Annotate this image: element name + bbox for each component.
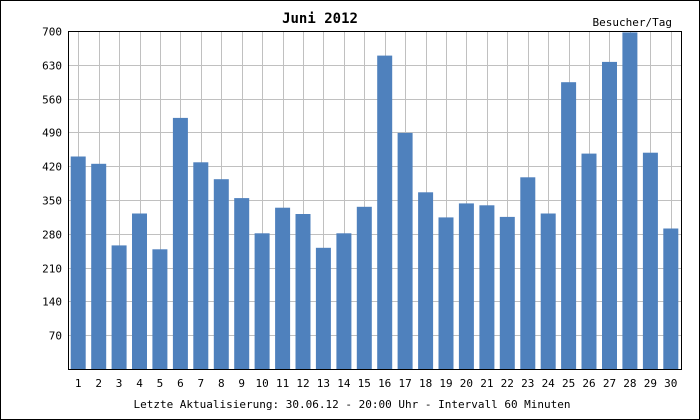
x-tick-label: 11 [276, 377, 289, 390]
bar-day-24 [540, 213, 556, 369]
x-tick-label: 5 [157, 377, 164, 390]
x-tick-label: 30 [664, 377, 677, 390]
y-axis-unit-label: Besucher/Tag [593, 16, 672, 29]
y-tick-label: 630 [42, 60, 62, 73]
x-tick-label: 12 [296, 377, 309, 390]
x-tick-label: 26 [582, 377, 595, 390]
x-tick-label: 7 [197, 377, 204, 390]
y-tick-label: 70 [49, 330, 62, 343]
x-tick-label: 13 [317, 377, 330, 390]
bar-day-23 [520, 177, 536, 369]
x-tick-label: 23 [521, 377, 534, 390]
y-tick-label: 350 [42, 195, 62, 208]
bar-day-20 [458, 203, 474, 369]
y-tick-label: 210 [42, 263, 62, 276]
bar-day-25 [561, 82, 577, 369]
bar-day-4 [132, 213, 147, 369]
bar-day-6 [172, 117, 188, 370]
x-tick-labels: 1 2 3 4 5 6 7 8 9 10 11 12 13 14 15 16 17 18 19 20 21 22 23 24 2… [75, 377, 678, 390]
bar-day-5 [152, 249, 168, 369]
x-tick-label: 10 [255, 377, 268, 390]
bar-day-2 [91, 163, 107, 369]
bar-day-27 [602, 61, 617, 370]
bar-day-26 [581, 153, 597, 369]
chart-title: Juni 2012 [282, 11, 358, 27]
bar-day-9 [234, 198, 250, 369]
y-tick-label: 140 [42, 296, 62, 309]
x-tick-label: 29 [644, 377, 657, 390]
x-tick-label: 8 [218, 377, 225, 390]
bar-day-17 [397, 132, 413, 369]
x-tick-label: 25 [562, 377, 575, 390]
x-tick-label: 19 [439, 377, 452, 390]
y-tick-label: 280 [42, 229, 62, 242]
bar-day-7 [193, 162, 209, 369]
y-tick-label: 490 [42, 127, 62, 140]
x-tick-label: 20 [460, 377, 473, 390]
x-tick-label: 2 [95, 377, 102, 390]
x-tick-label: 4 [136, 377, 143, 390]
bar-day-15 [356, 206, 372, 369]
x-tick-label: 18 [419, 377, 432, 390]
x-tick-label: 6 [177, 377, 184, 390]
x-tick-label: 3 [116, 377, 123, 390]
y-tick-labels: 70 140 210 280 350 420 490 560 630 700 [42, 26, 62, 343]
bar-day-12 [295, 214, 311, 369]
bar-day-19 [438, 217, 454, 369]
grid-lines [68, 31, 681, 369]
x-tick-label: 28 [623, 377, 636, 390]
x-tick-label: 14 [337, 377, 351, 390]
y-tick-label: 700 [42, 26, 62, 39]
x-tick-label: 15 [358, 377, 371, 390]
x-tick-label: 16 [378, 377, 391, 390]
bar-day-13 [315, 247, 331, 369]
bars [70, 32, 679, 370]
bar-day-11 [275, 207, 291, 369]
bar-day-8 [213, 179, 229, 369]
bar-day-22 [499, 216, 515, 369]
x-tick-label: 9 [238, 377, 245, 390]
x-tick-label: 17 [398, 377, 411, 390]
bar-day-18 [418, 192, 434, 369]
plot-border [68, 31, 682, 370]
bar-day-29 [642, 152, 658, 369]
y-tick-label: 420 [42, 161, 62, 174]
bar-day-3 [111, 245, 127, 369]
bar-day-10 [254, 233, 270, 369]
x-tick-label: 22 [501, 377, 514, 390]
bar-day-30 [663, 228, 679, 369]
y-tick-label: 560 [42, 94, 62, 107]
bar-day-14 [336, 233, 352, 369]
bar-day-1 [70, 156, 86, 369]
x-tick-label: 1 [75, 377, 82, 390]
x-tick-label: 27 [603, 377, 616, 390]
bar-day-16 [377, 55, 393, 369]
x-tick-label: 24 [542, 377, 556, 390]
bar-day-28 [622, 32, 638, 370]
bar-day-21 [479, 205, 495, 369]
x-tick-label: 21 [480, 377, 493, 390]
footer-update-note: Letzte Aktualisierung: 30.06.12 - 20:00 … [133, 398, 570, 411]
